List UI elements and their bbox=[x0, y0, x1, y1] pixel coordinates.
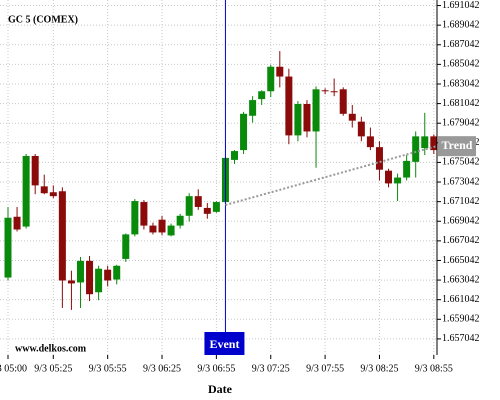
y-tick-label: 1.659042 bbox=[442, 314, 480, 325]
y-tick-label: 1.679042 bbox=[442, 117, 480, 128]
y-tick-label: 1.675042 bbox=[442, 157, 480, 168]
candle-body bbox=[375, 147, 383, 170]
x-tick-label: 9/3 05:55 bbox=[89, 363, 127, 374]
candle-body bbox=[258, 91, 266, 100]
y-tick-label: 1.691042 bbox=[442, 0, 480, 11]
candle-body bbox=[40, 186, 48, 194]
candle-body bbox=[113, 265, 121, 280]
x-tick-label: 9/3 07:55 bbox=[306, 363, 344, 374]
y-tick-label: 1.689042 bbox=[442, 19, 480, 30]
candle-body bbox=[131, 201, 139, 235]
candle-body bbox=[76, 260, 84, 283]
chart-title: GC 5 (COMEX) bbox=[8, 14, 78, 25]
y-tick-label: 1.667042 bbox=[442, 235, 480, 246]
candle-body bbox=[357, 121, 365, 137]
candle-body bbox=[321, 90, 329, 92]
candle-body bbox=[412, 136, 420, 162]
y-tick-label: 1.665042 bbox=[442, 255, 480, 266]
candle-body bbox=[122, 234, 130, 259]
candle-body bbox=[330, 91, 338, 93]
x-axis-title: Date bbox=[208, 382, 233, 396]
event-label-box bbox=[204, 332, 245, 355]
candle-body bbox=[140, 202, 148, 226]
trend-line bbox=[225, 145, 437, 206]
candle-body bbox=[95, 268, 103, 293]
candle-body bbox=[4, 217, 12, 278]
trend-label: Trend bbox=[442, 138, 473, 152]
candle-body bbox=[13, 216, 21, 230]
x-tick-label: 9/3 05:00 bbox=[0, 363, 27, 374]
candle-body bbox=[58, 191, 66, 281]
candle-body bbox=[231, 151, 238, 160]
candle-body bbox=[104, 269, 112, 281]
y-tick-label: 1.681042 bbox=[442, 98, 480, 109]
candle-body bbox=[276, 66, 284, 77]
candle-body bbox=[421, 136, 429, 149]
candle-body bbox=[403, 160, 411, 178]
candle-body bbox=[249, 100, 257, 116]
x-tick-label: 9/3 07:25 bbox=[252, 363, 290, 374]
candle-body bbox=[294, 104, 302, 136]
candle-body bbox=[385, 170, 393, 184]
x-tick-label: 9/3 06:25 bbox=[143, 363, 181, 374]
trend-label-box bbox=[438, 136, 476, 157]
candle-body bbox=[285, 76, 293, 136]
candle-body bbox=[22, 155, 30, 227]
y-tick-label: 1.661042 bbox=[442, 294, 480, 305]
plot bbox=[4, 51, 438, 310]
candle-body bbox=[176, 215, 184, 226]
x-tick-label: 9/3 08:25 bbox=[360, 363, 398, 374]
candle-body bbox=[203, 207, 211, 214]
x-tick-label: 9/3 08:55 bbox=[415, 363, 453, 374]
candle-body bbox=[312, 89, 320, 132]
candle-body bbox=[67, 280, 75, 284]
y-tick-label: 1.657042 bbox=[442, 333, 480, 344]
y-tick-label: 1.685042 bbox=[442, 59, 480, 70]
candle-body bbox=[339, 89, 347, 114]
candle-body bbox=[212, 202, 220, 212]
candle-body bbox=[149, 225, 157, 233]
candle-body bbox=[240, 113, 248, 151]
candle-body bbox=[366, 136, 374, 148]
y-tick-label: 1.687042 bbox=[442, 39, 480, 50]
watermark: www.delkos.com bbox=[15, 343, 87, 354]
candle-body bbox=[158, 219, 166, 233]
candle-body bbox=[185, 196, 193, 216]
candle-body bbox=[194, 196, 202, 207]
y-tick-label: 1.671042 bbox=[442, 196, 480, 207]
candle-body bbox=[303, 104, 311, 132]
event-label: Event bbox=[209, 337, 239, 351]
y-tick-label: 1.673042 bbox=[442, 176, 480, 187]
x-tick-label: 9/3 06:55 bbox=[197, 363, 235, 374]
candle-body bbox=[267, 66, 275, 92]
candle-body bbox=[430, 136, 438, 151]
candle-body bbox=[86, 260, 94, 295]
candle-body bbox=[167, 225, 175, 236]
candle-body bbox=[49, 192, 57, 197]
y-tick-label: 1.663042 bbox=[442, 274, 480, 285]
candle-body bbox=[394, 177, 402, 184]
y-tick-label: 1.683042 bbox=[442, 78, 480, 89]
candle-body bbox=[348, 113, 356, 121]
x-tick-label: 9/3 05:25 bbox=[34, 363, 72, 374]
y-tick-label: 1.669042 bbox=[442, 216, 480, 227]
candle-body bbox=[31, 155, 39, 186]
